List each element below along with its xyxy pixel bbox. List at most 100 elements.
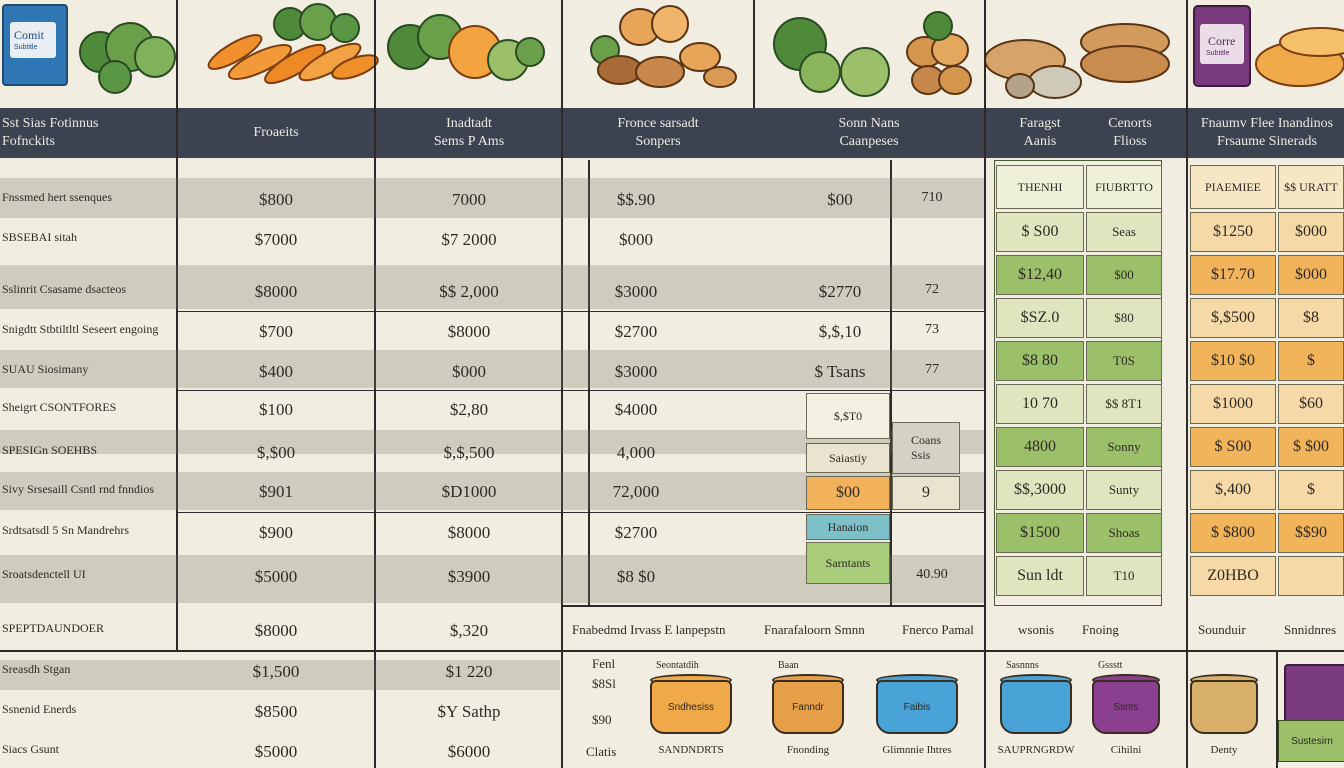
orange-cell: Z0HBO [1190,556,1276,596]
row-label: Ssnenid Enerds [2,702,77,716]
footer-label: Fnabedmd Irvass E lanpepstn [572,622,726,637]
potato-icon [906,11,972,95]
container-title: Baan [778,660,799,671]
row-label: SPESIGn SOEHBS [2,443,98,457]
price-cell: $2770 [818,282,862,301]
green-cell: $SZ.0 [996,298,1084,338]
column-header: Faragst Aanis [1019,116,1061,149]
orange-cell: $60 [1278,384,1344,424]
price-cell: $2,80 [449,400,489,419]
price-cell: $8 $0 [616,567,656,586]
container-icon: Sndhesiss [650,680,732,734]
price-cell: $1,500 [252,662,300,681]
footer-label: Fnarafaloorn Smnn [764,622,865,637]
row-label: Fnssmed hert ssenques [2,190,112,204]
row-label: Snigdtt Stbtiltltl Seseert engoing [2,322,159,336]
price-cell: $400 [259,362,293,381]
price-cell: $4000 [614,400,658,419]
container-caption: Glimnnie Ihtres [882,744,952,756]
price-cell: $5000 [254,742,298,761]
footer-text: Fenl [592,656,616,671]
price-cell: $$ 2,000 [439,282,499,301]
green-cell: $1500 [996,513,1084,553]
table-header: FIUBRTTO [1086,165,1162,209]
orange-cell: $1250 [1190,212,1276,252]
container-caption: Denty [1210,744,1238,756]
footer-label: wsonis [1018,622,1055,637]
price-cell: $2700 [614,322,658,341]
green-cell: $8 80 [996,341,1084,381]
tag-box: Hanaion [806,514,890,540]
footer-text: Clatis [586,744,617,759]
column-header: Sonn Nans Caanpeses [838,116,900,149]
price-cell: 7000 [452,190,486,209]
green-cell: Sonny [1086,427,1162,467]
price-cell: $700 [259,322,293,341]
orange-cell: $,400 [1190,470,1276,510]
price-cell: $8500 [254,702,298,721]
price-cell: $1 220 [445,662,493,681]
price-cell: $2700 [614,523,658,542]
green-cell: T10 [1086,556,1162,596]
container-icon: Fanndr [772,680,844,734]
table-frame [994,160,1162,606]
price-cell: $8000 [254,282,298,301]
tag-box: $,$T0 [806,393,890,439]
price-cell: $100 [259,400,293,419]
container-icon [1000,680,1072,734]
price-cell: 72,000 [612,482,660,501]
green-cell: $12,40 [996,255,1084,295]
container-caption: SANDNDRTS [658,744,724,756]
nuts-squash-icon [590,5,737,88]
row-label: Sroatsdenctell UI [2,567,86,581]
snack-pack-icon [1193,5,1251,87]
price-cell: $800 [259,190,293,209]
price-cell: $900 [259,523,293,542]
container-caption: Cihilni [1110,744,1142,756]
footer-label: Snnidnres [1284,622,1336,637]
snack-pack-icon [1284,664,1344,728]
greens-icon [273,3,360,43]
side-tag: 9 [892,476,960,510]
container-title: Gssstt [1098,660,1123,671]
row-label: Sreasdh Stgan [2,662,71,676]
price-cell: $,320 [449,621,489,640]
tag-box: $00 [806,476,890,510]
container-icon: Ssnts [1092,680,1160,734]
price-cell: $8000 [254,621,298,640]
snack-pack-icon: Comit Subtitle [2,4,68,86]
table-header: THENHI [996,165,1084,209]
price-cell: 77 [925,362,939,377]
column-header: Inadtadt Sems P Ams [433,116,505,149]
orange-cell: $,$500 [1190,298,1276,338]
price-cell: $6000 [447,742,491,761]
container-icon [1190,680,1258,734]
container-caption: SAUPRNGRDW [997,744,1075,756]
table-header-bar [0,108,1344,158]
orange-cell: $8 [1278,298,1344,338]
price-cell: $8000 [447,523,491,542]
row-label: Siacs Gsunt [2,742,59,756]
row-label: Sheigrt CSONTFORES [2,400,117,414]
container-caption: Fnonding [786,744,830,756]
green-cell: 10 70 [996,384,1084,424]
price-cell: $7 2000 [441,230,497,249]
pack-label: Sustesirn [1278,720,1344,762]
produce-illustration [79,3,1344,99]
vegetables-icon [387,14,545,81]
tag-box: Sarntants [806,542,890,584]
footer-text: $90 [592,712,612,727]
table-header: $$ URATT [1278,165,1344,209]
price-cell: $,$,10 [818,322,862,341]
row-label: Sslinrit Csasame dsacteos [2,282,126,296]
orange-cell: $ S00 [1190,427,1276,467]
orange-cell [1278,556,1344,596]
price-cell: $000 [619,230,653,249]
row-label: SUAU Siosimany [2,362,89,376]
broccoli-icon [79,22,176,94]
green-cell: $ S00 [996,212,1084,252]
orange-cell: $10 $0 [1190,341,1276,381]
orange-cell: $000 [1278,255,1344,295]
price-cell: $,$,500 [443,443,495,462]
row-label: SPEPTDAUNDOER [2,621,105,635]
